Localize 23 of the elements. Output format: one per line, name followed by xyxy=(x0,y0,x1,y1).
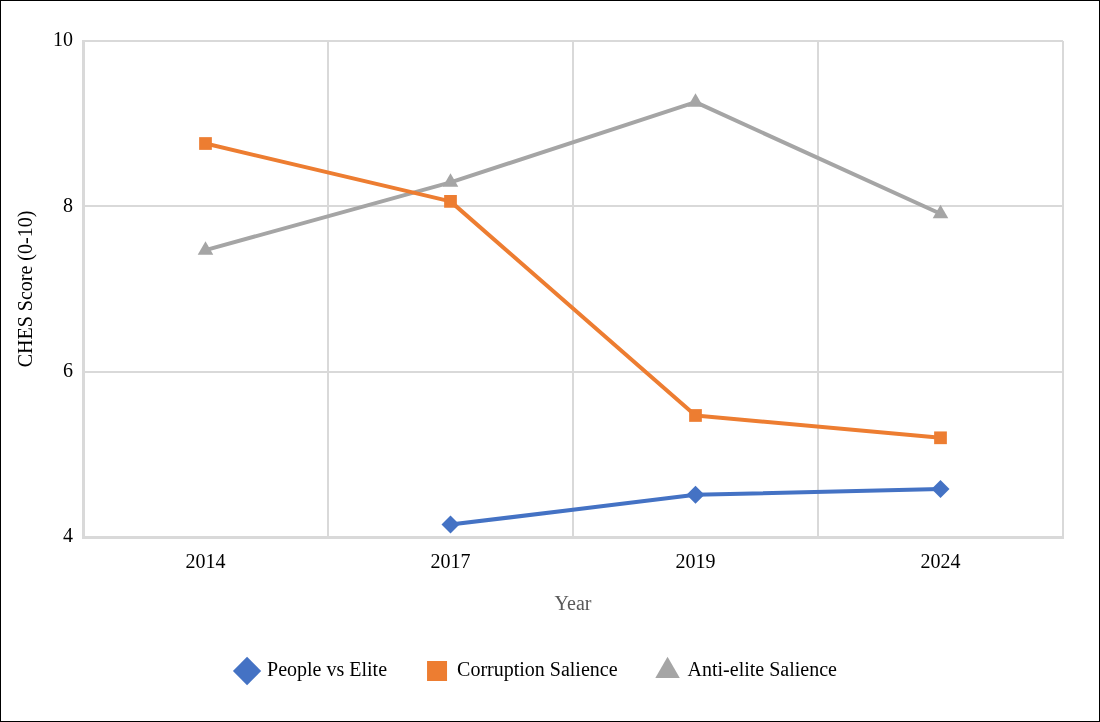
point xyxy=(197,241,214,255)
point xyxy=(444,195,457,208)
point xyxy=(441,515,460,534)
point xyxy=(934,431,947,445)
point xyxy=(199,137,212,150)
point xyxy=(689,409,702,422)
x-tick-label: 2017 xyxy=(430,550,471,573)
x-axis-title: Year xyxy=(554,592,592,615)
x-tick-label: 2024 xyxy=(920,550,961,573)
y-tick-label: 8 xyxy=(63,193,73,216)
y-tick-label: 4 xyxy=(63,524,73,547)
point xyxy=(931,480,950,499)
legend-label: People vs Elite xyxy=(267,658,388,682)
point xyxy=(932,204,949,219)
legend-label: Anti-elite Salience xyxy=(687,658,838,681)
y-tick-label: 6 xyxy=(63,358,73,381)
point xyxy=(442,173,459,187)
x-tick-label: 2014 xyxy=(185,550,226,573)
x-tick-label: 2019 xyxy=(675,550,716,573)
y-axis-title: CHES Score (0-10) xyxy=(14,210,38,368)
y-tick-label: 10 xyxy=(53,28,73,51)
point xyxy=(686,485,705,504)
legend-label: Corruption Salience xyxy=(457,658,618,682)
